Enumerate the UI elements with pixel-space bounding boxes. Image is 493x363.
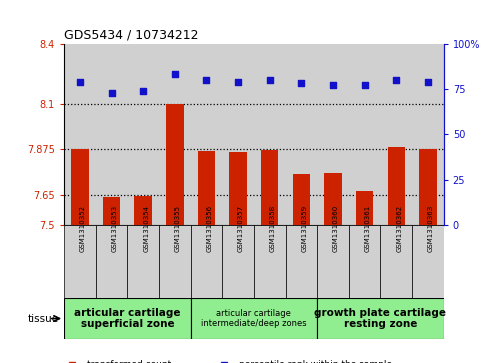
Text: articular cartilage
superficial zone: articular cartilage superficial zone bbox=[74, 308, 180, 329]
Point bbox=[171, 72, 179, 77]
Text: GSM1310361: GSM1310361 bbox=[365, 205, 371, 252]
Bar bbox=[191, 225, 222, 298]
Bar bbox=[349, 44, 381, 225]
Text: GSM1310363: GSM1310363 bbox=[428, 205, 434, 252]
Bar bbox=[229, 152, 247, 225]
Point bbox=[234, 79, 242, 85]
Bar bbox=[387, 147, 405, 225]
Bar bbox=[285, 225, 317, 298]
Text: GSM1310357: GSM1310357 bbox=[238, 205, 244, 252]
Text: articular cartilage
intermediate/deep zones: articular cartilage intermediate/deep zo… bbox=[201, 309, 307, 328]
Bar bbox=[198, 151, 215, 225]
Point bbox=[392, 77, 400, 83]
Bar bbox=[96, 225, 127, 298]
Bar bbox=[349, 225, 381, 298]
Text: GSM1310353: GSM1310353 bbox=[111, 205, 117, 252]
Point bbox=[266, 77, 274, 83]
Point bbox=[76, 79, 84, 85]
Bar bbox=[222, 44, 254, 225]
Point bbox=[361, 82, 369, 88]
Text: GSM1310355: GSM1310355 bbox=[175, 205, 181, 252]
Bar bbox=[127, 225, 159, 298]
Bar bbox=[166, 104, 183, 225]
Bar bbox=[71, 150, 89, 225]
Point bbox=[329, 82, 337, 88]
Bar bbox=[324, 173, 342, 225]
Point bbox=[424, 79, 432, 85]
Bar bbox=[412, 225, 444, 298]
Text: percentile rank within the sample: percentile rank within the sample bbox=[239, 360, 392, 363]
Bar bbox=[159, 225, 191, 298]
Bar bbox=[419, 150, 437, 225]
Bar bbox=[191, 44, 222, 225]
Bar bbox=[127, 44, 159, 225]
Bar bbox=[254, 44, 285, 225]
Bar bbox=[254, 225, 285, 298]
Bar bbox=[285, 44, 317, 225]
Text: GSM1310358: GSM1310358 bbox=[270, 205, 276, 252]
Bar bbox=[381, 225, 412, 298]
Point bbox=[297, 81, 305, 86]
Bar bbox=[381, 44, 412, 225]
Text: GSM1310359: GSM1310359 bbox=[301, 205, 307, 252]
Bar bbox=[96, 44, 127, 225]
Bar bbox=[64, 44, 96, 225]
Bar bbox=[317, 225, 349, 298]
Text: GSM1310352: GSM1310352 bbox=[80, 205, 86, 252]
Bar bbox=[64, 225, 96, 298]
Text: GSM1310362: GSM1310362 bbox=[396, 205, 402, 252]
Bar bbox=[356, 191, 373, 225]
Bar bbox=[412, 44, 444, 225]
Bar bbox=[64, 298, 191, 339]
Text: GSM1310360: GSM1310360 bbox=[333, 205, 339, 252]
Point bbox=[203, 77, 211, 83]
Bar bbox=[293, 174, 310, 225]
Bar bbox=[261, 150, 279, 225]
Bar bbox=[317, 298, 444, 339]
Bar bbox=[103, 197, 120, 225]
Text: transformed count: transformed count bbox=[87, 360, 171, 363]
Bar bbox=[222, 225, 254, 298]
Bar bbox=[317, 44, 349, 225]
Text: GDS5434 / 10734212: GDS5434 / 10734212 bbox=[64, 28, 199, 41]
Text: tissue: tissue bbox=[28, 314, 59, 323]
Text: growth plate cartilage
resting zone: growth plate cartilage resting zone bbox=[315, 308, 447, 329]
Bar bbox=[135, 196, 152, 225]
Bar bbox=[191, 298, 317, 339]
Point bbox=[139, 88, 147, 94]
Text: GSM1310354: GSM1310354 bbox=[143, 205, 149, 252]
Text: GSM1310356: GSM1310356 bbox=[207, 205, 212, 252]
Bar bbox=[159, 44, 191, 225]
Point bbox=[107, 90, 115, 95]
